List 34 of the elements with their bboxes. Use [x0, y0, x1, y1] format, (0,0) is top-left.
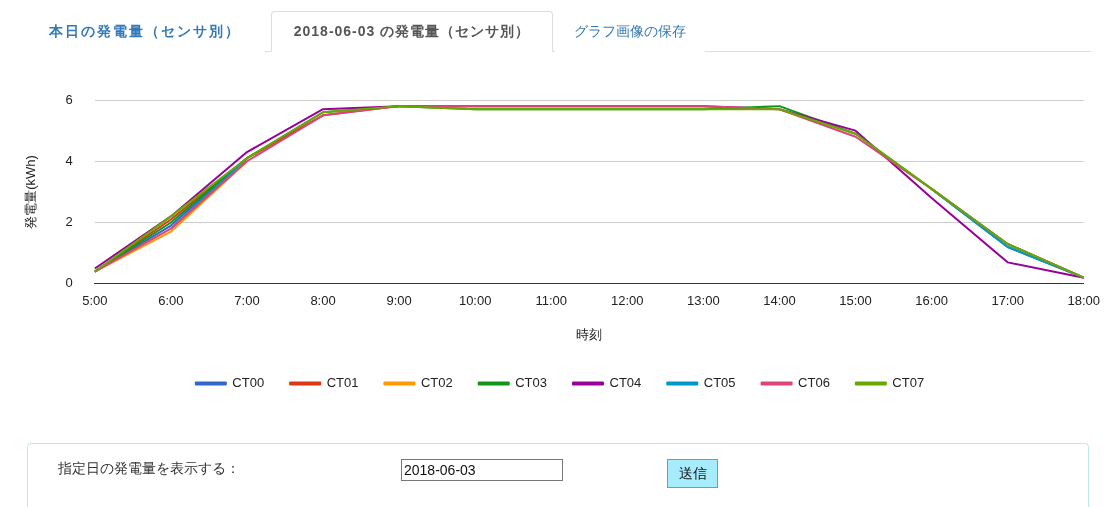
x-tick-label: 10:00: [458, 293, 492, 309]
text: 2018-06-03: [401, 459, 563, 481]
legend-label: CT00: [232, 375, 265, 391]
legend-label: CT01: [326, 375, 359, 391]
x-tick-label: 5:00: [82, 293, 108, 309]
text: グラフ画像の保存: [555, 11, 705, 52]
y-tick-label: 2: [65, 214, 73, 230]
x-axis-title: 時刻: [576, 326, 603, 342]
y-axis-title: 発電量(kWh): [23, 155, 39, 229]
legend-label: CT02: [420, 375, 453, 391]
x-tick-label: 8:00: [310, 293, 336, 309]
text: 2018-06-03 の発電量（センサ別）: [271, 11, 553, 52]
text: 本日の発電量（センサ別）: [25, 11, 265, 52]
legend-label: CT05: [703, 375, 736, 391]
x-tick-label: 16:00: [915, 293, 948, 309]
text: 指定日の発電量を表示する：: [58, 460, 240, 478]
text: 送信: [667, 459, 718, 488]
legend-label: CT04: [609, 375, 642, 391]
legend-label: CT07: [892, 375, 925, 391]
x-tick-label: 15:00: [839, 293, 872, 309]
x-tick-label: 7:00: [234, 293, 260, 309]
x-tick-label: 13:00: [687, 293, 720, 309]
y-tick-label: 0: [65, 275, 73, 291]
x-tick-label: 12:00: [611, 293, 644, 309]
y-tick-label: 6: [65, 91, 73, 107]
legend-label: CT03: [515, 375, 548, 391]
x-tick-label: 9:00: [386, 293, 412, 309]
x-tick-label: 14:00: [763, 293, 796, 309]
x-tick-label: 18:00: [1067, 293, 1101, 309]
x-tick-label: 11:00: [535, 293, 568, 309]
legend-label: CT06: [798, 375, 830, 391]
x-tick-label: 17:00: [991, 293, 1024, 309]
y-tick-label: 4: [65, 152, 73, 168]
x-tick-label: 6:00: [158, 293, 184, 309]
